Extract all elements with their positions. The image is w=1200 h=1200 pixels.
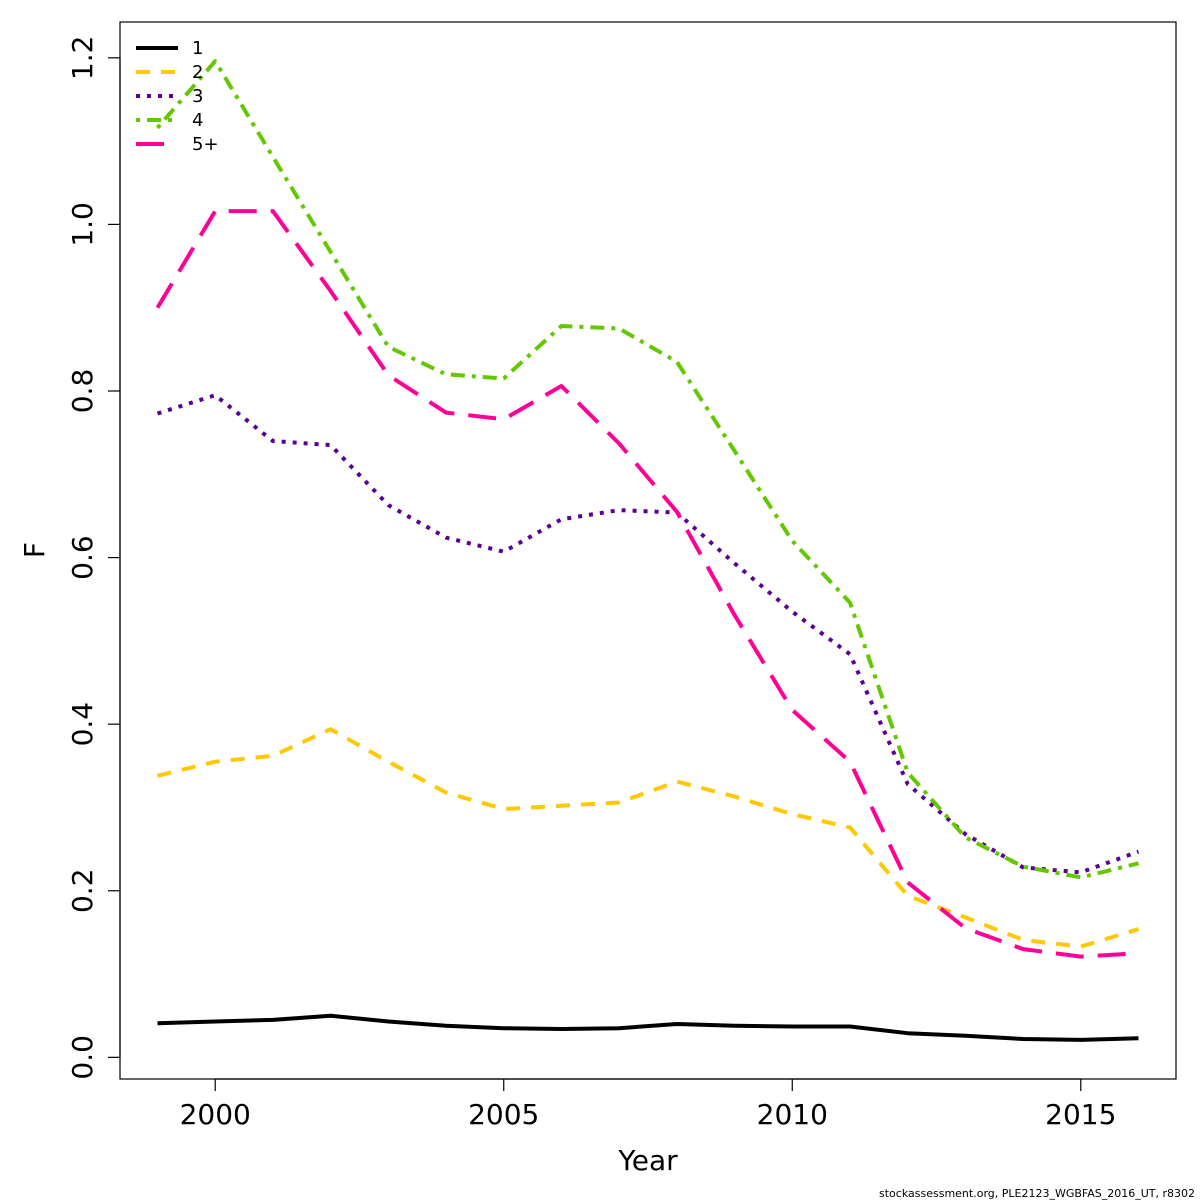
legend-label: 4 — [192, 110, 203, 131]
y-tick-label: 0.6 — [66, 535, 99, 580]
series-line-1 — [157, 1013, 1139, 1042]
legend: 1 2 3 4 5+ — [136, 38, 219, 155]
footer-credit: stockassessment.org, PLE2123_WGBFAS_2016… — [879, 1187, 1195, 1200]
y-axis: 0.0 0.2 0.4 0.6 0.8 1.0 1.2 — [66, 36, 121, 1080]
y-tick-label: 1.0 — [66, 202, 99, 247]
y-tick-label: 0.8 — [66, 369, 99, 414]
y-tick-label: 1.2 — [66, 36, 99, 81]
y-tick-label: 0.2 — [66, 868, 99, 913]
x-axis: 2000 2005 2010 2015 — [180, 1078, 1116, 1131]
series-layer — [155, 59, 1140, 1042]
x-tick-label: 2015 — [1045, 1098, 1116, 1131]
legend-label: 3 — [192, 86, 203, 107]
series-line-3 — [156, 393, 1140, 875]
legend-label: 5+ — [192, 134, 219, 155]
x-tick-label: 2000 — [180, 1098, 251, 1131]
x-tick-label: 2005 — [468, 1098, 539, 1131]
x-tick-label: 2010 — [757, 1098, 828, 1131]
series-line-5plus — [155, 209, 1139, 959]
y-axis-title: F — [18, 542, 51, 558]
x-axis-title: Year — [617, 1144, 678, 1177]
legend-label: 1 — [192, 38, 203, 59]
y-tick-label: 0.0 — [66, 1035, 99, 1080]
legend-label: 2 — [192, 62, 203, 83]
y-tick-label: 0.4 — [66, 702, 99, 747]
